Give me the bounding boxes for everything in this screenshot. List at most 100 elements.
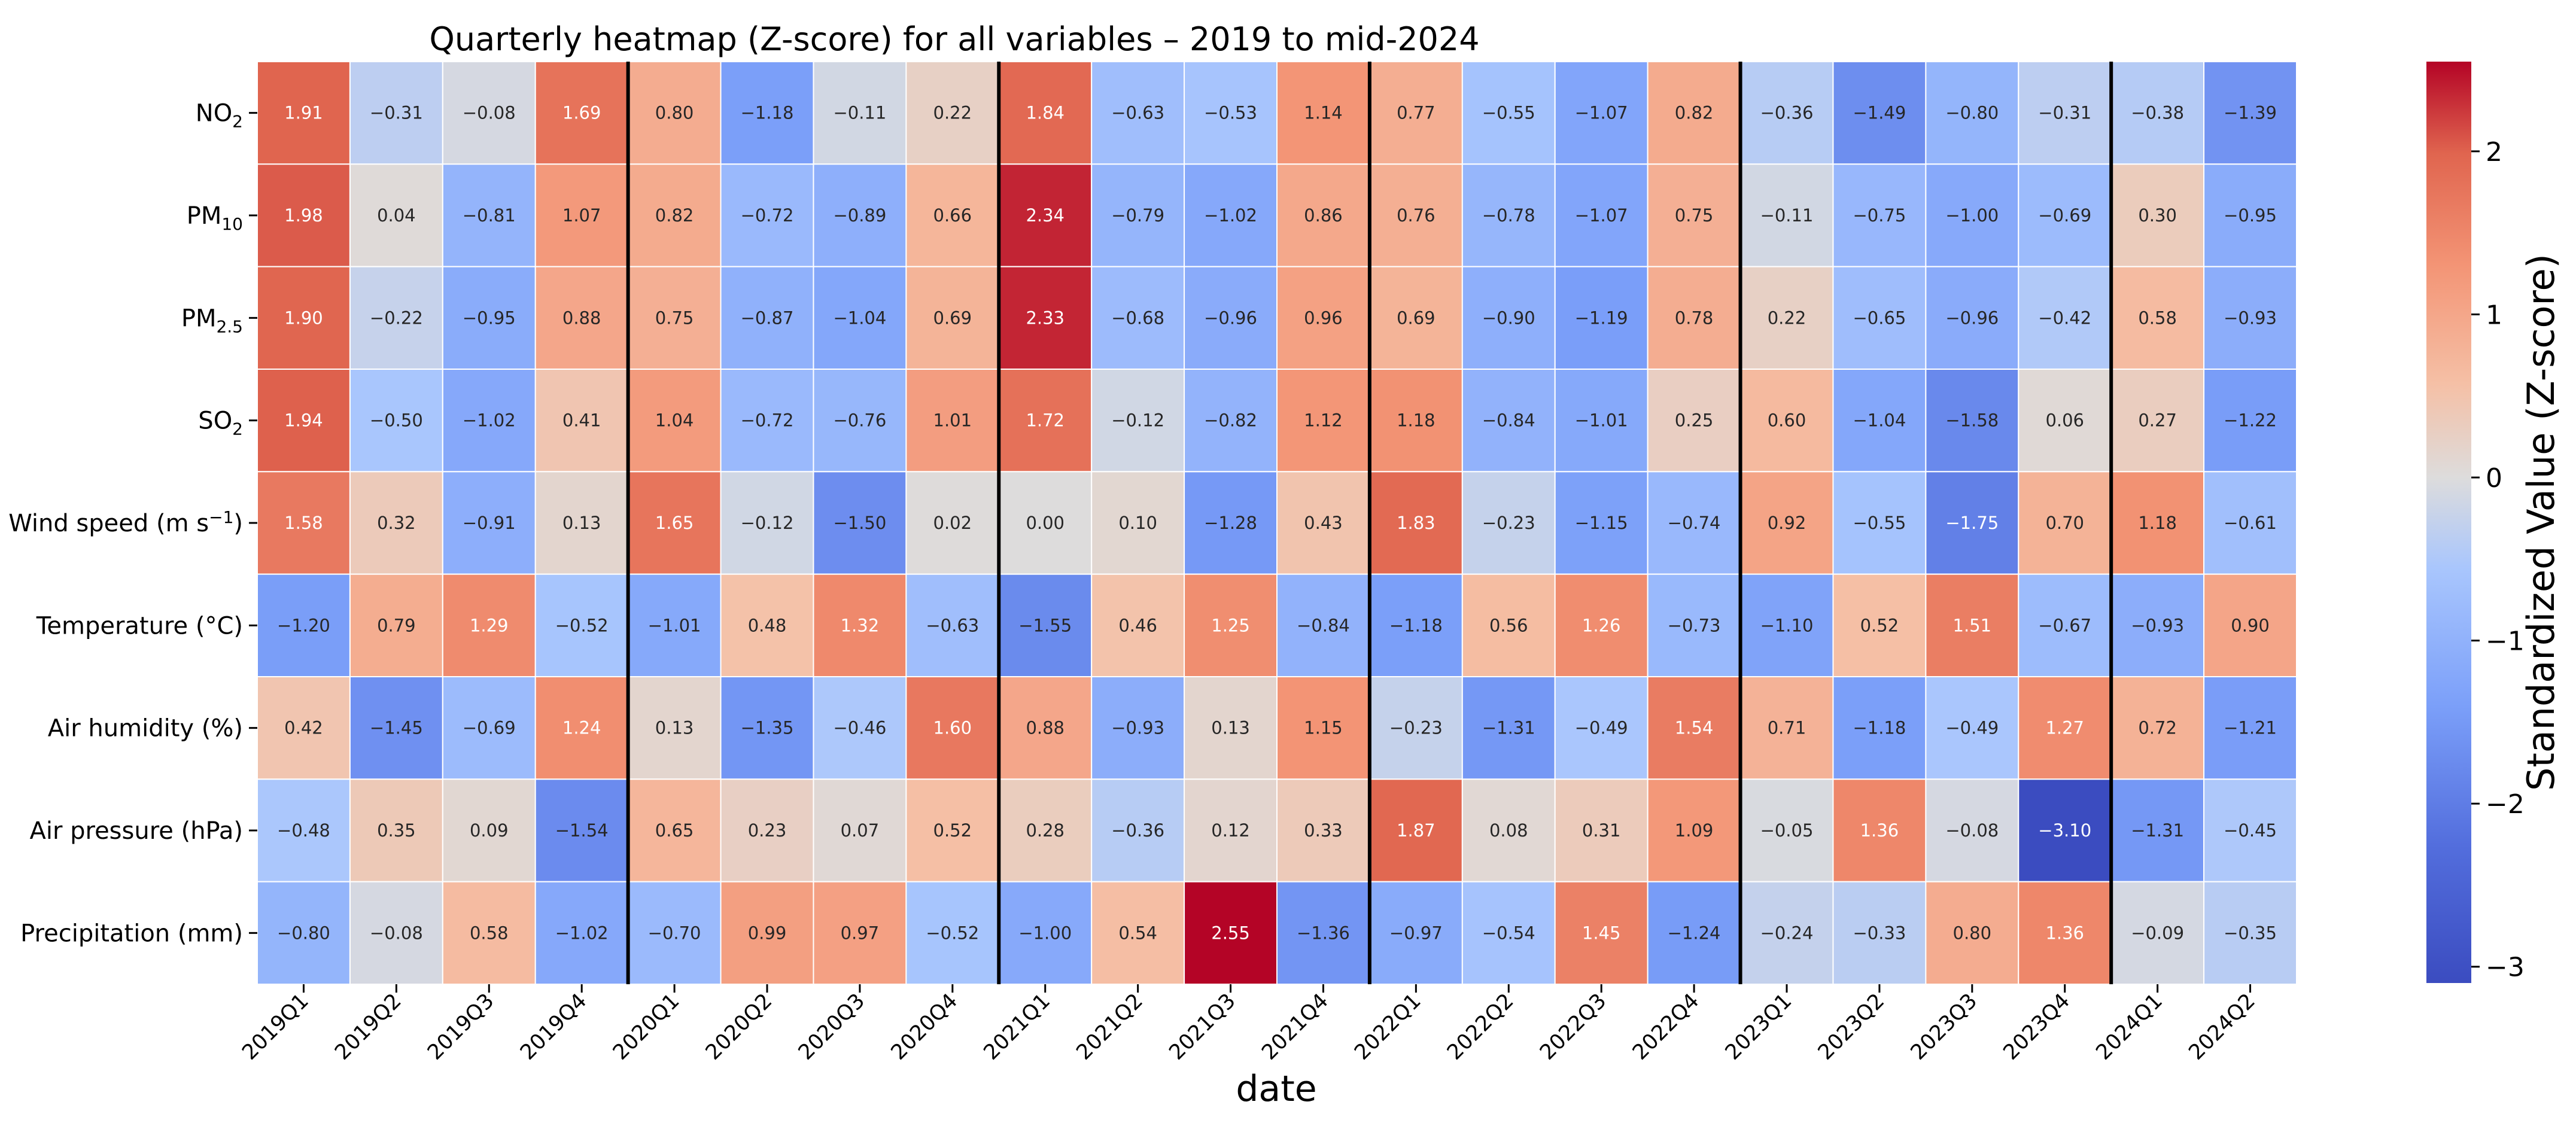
cell-value-label: 0.52 — [1860, 615, 1899, 635]
heatmap-cell — [1368, 778, 1463, 883]
cell-value-label: −1.54 — [555, 820, 609, 841]
cell-value-label: −0.11 — [1760, 205, 1814, 226]
heatmap-cell — [1091, 61, 1185, 165]
heatmap-cell — [1184, 471, 1278, 575]
cell-value-label: −0.36 — [1760, 103, 1814, 123]
heatmap-cell — [1461, 61, 1556, 165]
heatmap-cell — [2203, 778, 2297, 883]
heatmap-cell — [1184, 369, 1278, 473]
cell-value-label: 2.34 — [1026, 205, 1065, 226]
column-label: 2021Q4 — [1257, 989, 1333, 1064]
row-label: Wind speed (m s−1) — [8, 507, 243, 537]
heatmap-cell — [1739, 369, 1834, 473]
cell-value-label: 0.80 — [655, 103, 694, 123]
year-separators — [626, 62, 2113, 984]
cell-value-label: −0.90 — [1482, 308, 1535, 328]
cell-value-label: 0.88 — [562, 308, 601, 328]
cell-value-label: 0.06 — [2045, 410, 2084, 431]
cell-value-label: 0.76 — [1397, 205, 1435, 226]
cell-value-label: −0.24 — [1760, 923, 1814, 943]
cell-value-label: −0.49 — [1945, 718, 1999, 738]
cell-value-label: −0.73 — [1668, 615, 1721, 635]
cell-value-label: 0.28 — [1026, 820, 1065, 841]
row-label: PM2.5 — [181, 305, 243, 336]
cell-value-label: −0.63 — [926, 615, 979, 635]
cell-value-label: −0.81 — [463, 205, 516, 226]
cell-value-label: −1.02 — [463, 410, 516, 431]
cell-value-label: −1.18 — [1853, 718, 1906, 738]
cell-value-label: −0.46 — [833, 718, 886, 738]
heatmap-cell — [813, 778, 907, 883]
heatmap-cell — [1368, 676, 1463, 780]
heatmap-cell — [534, 266, 629, 370]
cell-value-label: 0.09 — [470, 820, 509, 841]
cell-value-label: −1.28 — [1204, 513, 1257, 533]
cell-value-label: 1.18 — [1397, 410, 1435, 431]
column-label: 2022Q3 — [1535, 989, 1611, 1064]
cell-value-label: 0.46 — [1118, 615, 1157, 635]
heatmap-cell — [349, 778, 443, 883]
colorbar-tick-label: 1 — [2486, 300, 2502, 330]
cell-value-label: 1.54 — [1675, 718, 1714, 738]
cell-value-label: 0.82 — [655, 205, 694, 226]
cell-value-label: −0.91 — [463, 513, 516, 533]
heatmap-cell — [349, 369, 443, 473]
cell-value-label: −1.36 — [1297, 923, 1350, 943]
cell-value-label: −0.48 — [277, 820, 330, 841]
heatmap-cell — [627, 266, 722, 370]
heatmap-cell — [1925, 61, 2020, 165]
cell-value-label: −0.72 — [741, 410, 794, 431]
cell-value-label: −1.55 — [1018, 615, 1072, 635]
heatmap-cell — [1554, 369, 1649, 473]
cell-value-label: −0.55 — [1482, 103, 1535, 123]
cell-value-label: 0.72 — [2138, 718, 2177, 738]
heatmap-cell — [1647, 471, 1741, 575]
cell-value-label: 1.91 — [284, 103, 323, 123]
heatmap-cell — [442, 676, 536, 780]
x-axis-label: date — [1236, 1068, 1316, 1110]
cell-value-label: −0.61 — [2224, 513, 2277, 533]
cell-value-label: 0.56 — [1489, 615, 1528, 635]
heatmap-cell — [998, 163, 1093, 267]
heatmap-cell — [627, 61, 722, 165]
heatmap-cell — [1647, 61, 1741, 165]
heatmap-cell — [813, 369, 907, 473]
cell-value-label: 0.88 — [1026, 718, 1065, 738]
column-label: 2022Q1 — [1350, 989, 1425, 1064]
cell-value-label: −0.23 — [1389, 718, 1443, 738]
heatmap-cell — [1832, 778, 1927, 883]
cell-value-label: 1.18 — [2138, 513, 2177, 533]
cell-value-label: −0.93 — [2224, 308, 2277, 328]
heatmap-cell — [2203, 369, 2297, 473]
heatmap-cell — [720, 573, 814, 678]
heatmap-cell — [1832, 676, 1927, 780]
cell-value-label: −0.08 — [463, 103, 516, 123]
heatmap-cell — [2203, 266, 2297, 370]
heatmap-cell — [1461, 778, 1556, 883]
heatmap-cell — [442, 369, 536, 473]
cell-value-label: −0.31 — [2038, 103, 2091, 123]
cell-value-label: −3.10 — [2038, 820, 2091, 841]
heatmap-cell — [2203, 573, 2297, 678]
heatmap-cell — [2018, 61, 2112, 165]
heatmap-cell — [1276, 369, 1370, 473]
cell-value-label: 0.65 — [655, 820, 694, 841]
cell-value-label: −0.63 — [1111, 103, 1164, 123]
cell-value-label: 1.25 — [1211, 615, 1250, 635]
cell-value-label: 1.36 — [2045, 923, 2084, 943]
cell-value-label: 0.10 — [1118, 513, 1157, 533]
cell-value-label: 0.25 — [1675, 410, 1714, 431]
cell-value-label: −1.01 — [1575, 410, 1628, 431]
cell-value-label: −1.01 — [648, 615, 701, 635]
heatmap-cell — [1368, 61, 1463, 165]
heatmap-cell — [1832, 881, 1927, 985]
cell-value-label: −1.31 — [1482, 718, 1535, 738]
heatmap-cell — [998, 369, 1093, 473]
column-label: 2020Q1 — [609, 989, 684, 1064]
heatmap-cell — [720, 61, 814, 165]
cell-value-label: −0.89 — [833, 205, 886, 226]
cell-value-label: 1.36 — [1860, 820, 1899, 841]
heatmap-cell — [349, 881, 443, 985]
cell-value-label: 0.90 — [2231, 615, 2270, 635]
